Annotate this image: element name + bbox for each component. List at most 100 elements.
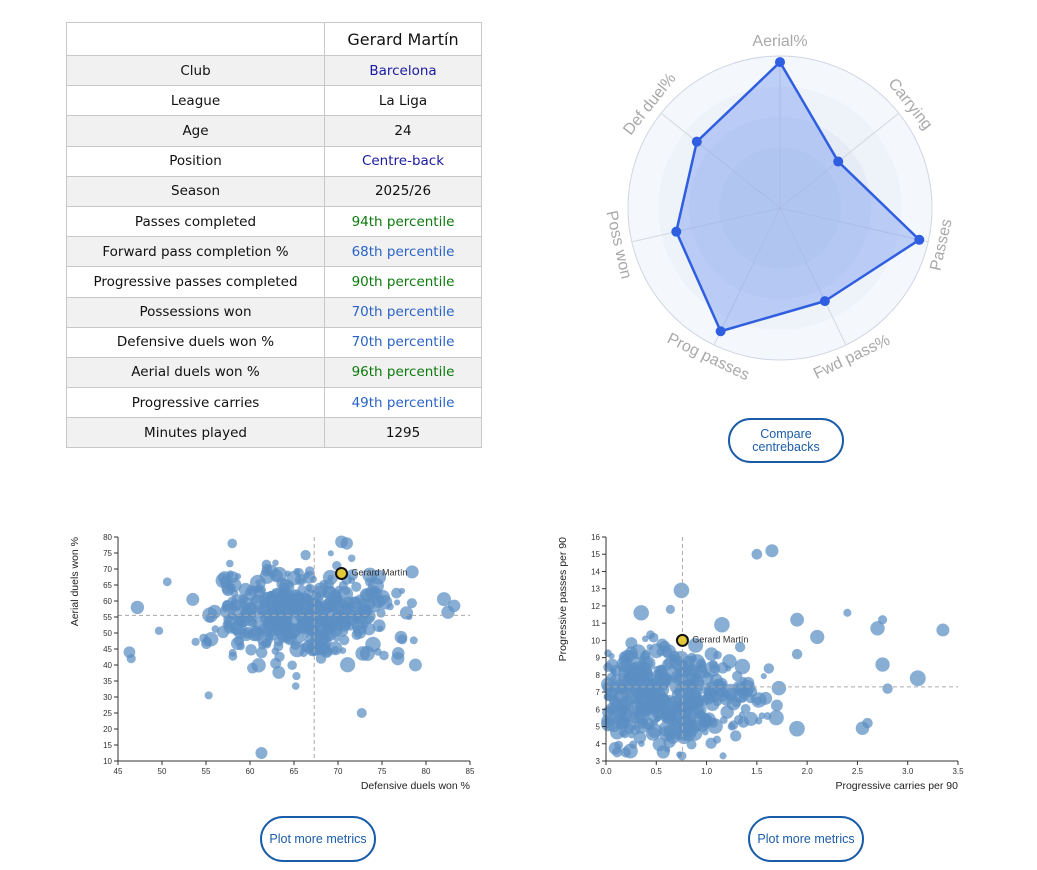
x-tick-label: 1.5 — [751, 767, 763, 776]
scatter-point — [672, 701, 685, 714]
x-tick-label: 45 — [114, 767, 123, 776]
scatter-point — [882, 683, 893, 694]
row-label: Aerial duels won % — [66, 356, 325, 389]
scatter-point — [130, 600, 145, 615]
scatter-point — [287, 660, 297, 670]
scatter-point — [255, 747, 268, 759]
scatter-point — [280, 596, 294, 610]
scatter-point — [740, 703, 751, 714]
row-value[interactable]: Barcelona — [324, 54, 482, 87]
row-value-text: 70th percentile — [351, 334, 455, 351]
scatter-point — [311, 585, 327, 601]
scatter-point — [648, 632, 659, 643]
scatter-point — [191, 637, 200, 646]
scatter-point — [724, 665, 732, 672]
row-label: League — [66, 85, 325, 117]
scatter-point — [245, 644, 257, 656]
scatter-point — [292, 595, 301, 604]
scatter-point — [333, 634, 341, 642]
scatter-point — [271, 647, 280, 655]
scatter-point — [294, 621, 307, 634]
y-tick-label: 75 — [103, 549, 112, 558]
y-tick-label: 60 — [103, 597, 112, 606]
x-axis-label: Defensive duels won % — [361, 780, 470, 792]
scatter-point — [239, 621, 246, 628]
scatter-point — [936, 623, 950, 637]
y-tick-label: 40 — [103, 661, 112, 670]
scatter-point — [391, 651, 405, 666]
scatter-point — [738, 711, 746, 718]
scatter-point — [162, 577, 172, 587]
scatter-point — [284, 570, 291, 577]
scatter-point — [223, 621, 237, 634]
scatter-point — [870, 621, 885, 636]
scatter-point — [641, 649, 651, 659]
table-row: Position Centre-back — [66, 145, 482, 177]
compare-centrebacks-button[interactable]: Compare centrebacks — [728, 418, 844, 463]
row-value-text: 68th percentile — [351, 243, 455, 260]
scatter-point — [734, 641, 746, 653]
scatter-point — [186, 592, 200, 606]
scatter-point — [625, 637, 638, 650]
scatter-point — [719, 752, 727, 760]
scatter-point — [329, 622, 338, 631]
scatter-point — [359, 645, 375, 661]
scatter-point — [272, 665, 286, 679]
scatter-point — [277, 618, 288, 629]
scatter-point — [688, 637, 704, 653]
scatter-point — [351, 581, 362, 592]
table-row: Possessions won 70th percentile — [66, 296, 482, 328]
highlight-point — [335, 566, 349, 580]
y-tick-label: 12 — [591, 602, 600, 611]
table-row: Passes completed 94th percentile — [66, 205, 482, 238]
scatter-point — [258, 640, 267, 650]
scatter-point — [314, 631, 330, 646]
scatter-point — [608, 742, 622, 755]
scatter-point — [875, 657, 890, 672]
plot-more-metrics-left-button[interactable]: Plot more metrics — [260, 816, 376, 862]
compare-button-line2: centrebacks — [752, 439, 820, 454]
scatter-point — [306, 583, 316, 593]
plot-more-metrics-right-button[interactable]: Plot more metrics — [748, 816, 864, 862]
scatter-point — [734, 658, 751, 675]
scatter-point — [405, 565, 419, 579]
scatter-point — [727, 722, 736, 731]
scatter-point — [601, 717, 616, 732]
row-value: 94th percentile — [324, 205, 482, 238]
x-tick-label: 0.0 — [600, 767, 612, 776]
table-row: League La Liga — [66, 85, 482, 117]
scatter-point — [662, 658, 674, 671]
row-label: Minutes played — [66, 417, 325, 449]
scatter-point — [678, 679, 688, 688]
highlight-label: Gerard Martín — [692, 634, 748, 644]
scatter-point — [722, 683, 739, 700]
y-tick-label: 8 — [596, 671, 601, 680]
scatter-point — [255, 646, 268, 659]
row-value[interactable]: Centre-back — [324, 145, 482, 177]
player-stats-table: Gerard Martín Club Barcelona League La Liga… — [66, 22, 482, 449]
header-empty-cell — [66, 22, 325, 56]
scatter-point — [609, 696, 618, 705]
scatter-point — [361, 609, 376, 624]
y-tick-label: 7 — [596, 688, 601, 697]
table-row: Season 2025/26 — [66, 175, 482, 207]
scatter-point — [673, 695, 683, 704]
scatter-point — [315, 653, 327, 664]
scatter-point — [272, 559, 279, 567]
row-value: 68th percentile — [324, 236, 482, 268]
table-row: Club Barcelona — [66, 54, 482, 87]
scatter-point — [292, 672, 301, 681]
scatter-point — [322, 569, 338, 585]
scatter-point — [716, 687, 726, 697]
scatter-point — [366, 596, 382, 613]
x-tick-label: 0.5 — [651, 767, 663, 776]
row-label: Age — [66, 115, 325, 147]
scatter-point — [322, 585, 337, 600]
scatter-point — [771, 680, 787, 696]
table-row: Defensive duels won % 70th percentile — [66, 326, 482, 358]
x-tick-label: 85 — [466, 767, 475, 776]
scatter-point — [126, 654, 136, 664]
y-axis-label: Aerial duels won % — [69, 537, 81, 626]
table-header-row: Gerard Martín — [66, 22, 482, 56]
scatter-point — [730, 730, 742, 742]
